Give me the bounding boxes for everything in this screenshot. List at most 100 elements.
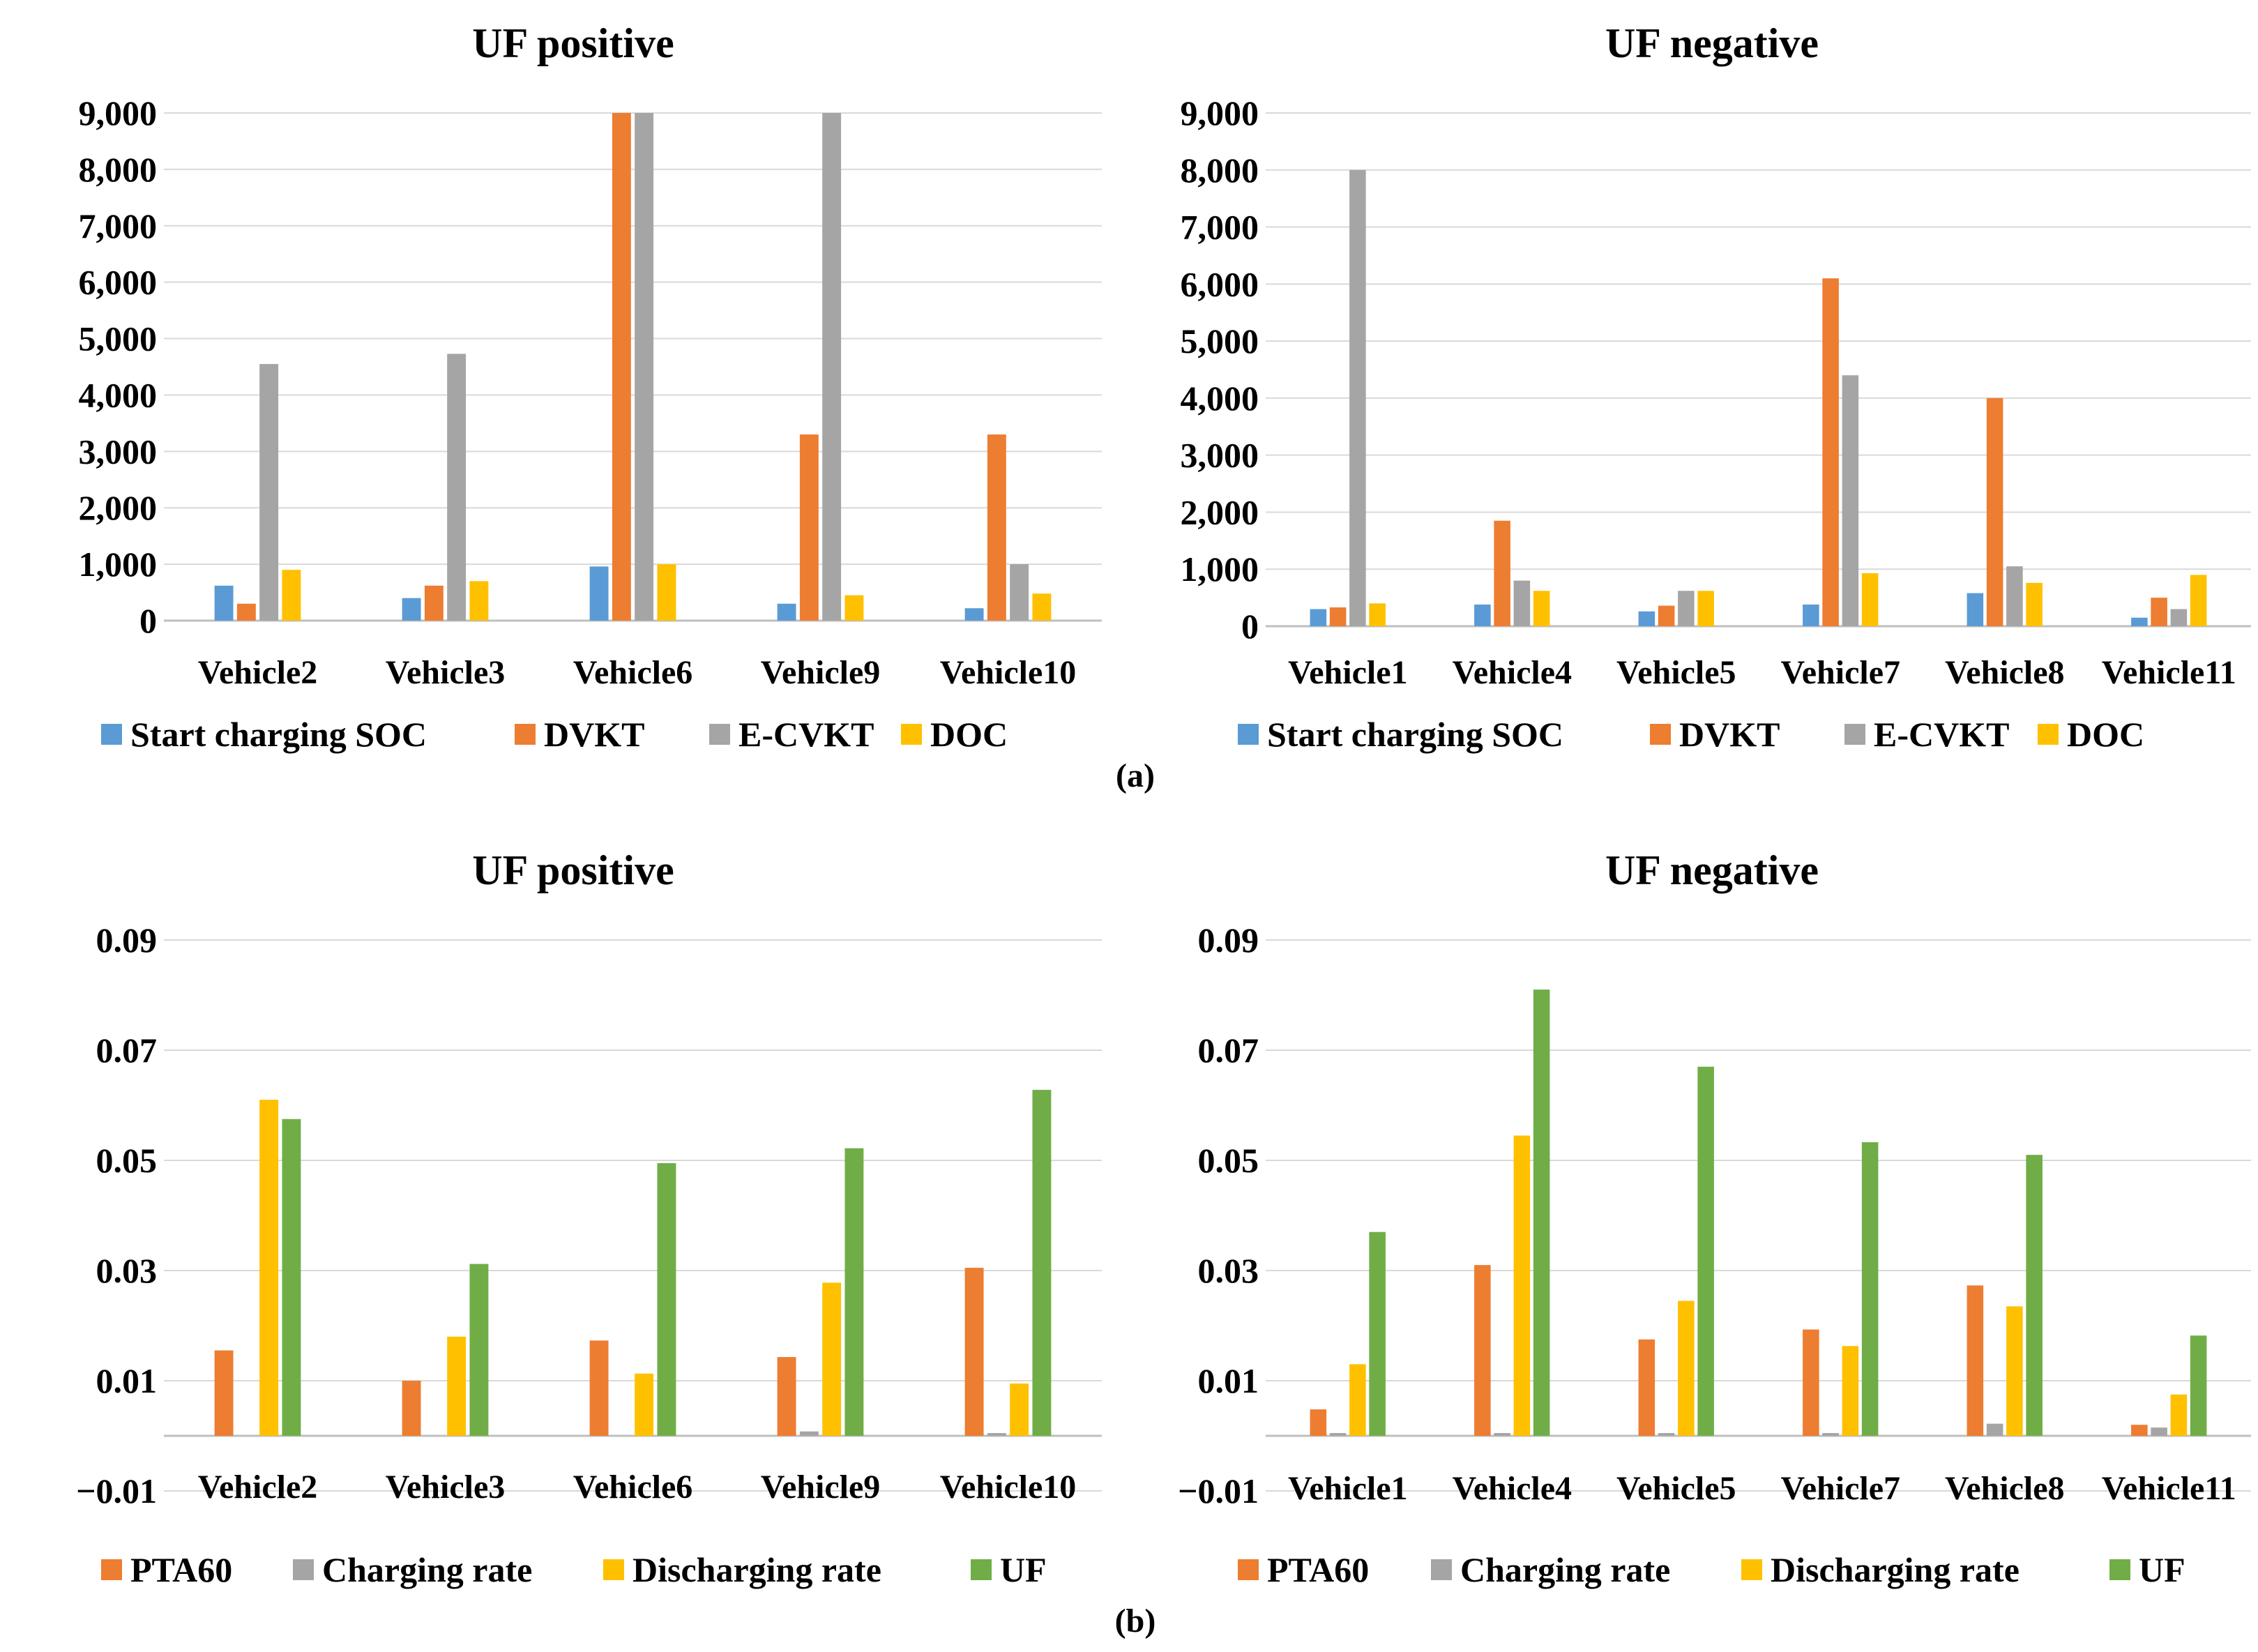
category-label: Vehicle8 — [1945, 1470, 2065, 1507]
legend-label: E-CVKT — [1874, 715, 2009, 754]
category-label: Vehicle6 — [573, 1469, 693, 1506]
y-tick-label: 0.05 — [96, 1141, 158, 1180]
bar — [657, 1162, 676, 1436]
y-tick-label: 2,000 — [79, 488, 158, 527]
bar — [635, 1373, 654, 1436]
panel-label-b: (b) — [1115, 1602, 1156, 1639]
bar — [469, 581, 489, 621]
panel-label-a: (a) — [1116, 757, 1155, 794]
bar — [1842, 375, 1859, 626]
bar — [589, 566, 609, 621]
y-tick-label: 0.07 — [96, 1031, 158, 1070]
legend-label: DOC — [2067, 715, 2144, 754]
legend-label: Charging rate — [322, 1550, 532, 1589]
bar — [282, 1119, 301, 1436]
category-label: Vehicle7 — [1780, 654, 1900, 691]
bar — [612, 113, 631, 621]
bar — [1369, 603, 1386, 626]
y-tick-label: 3,000 — [79, 432, 158, 471]
bar — [1513, 580, 1531, 626]
bar — [1678, 1301, 1695, 1436]
category-label: Vehicle1 — [1288, 654, 1408, 691]
bar — [1533, 591, 1550, 626]
bar — [1658, 605, 1675, 626]
bar — [799, 1431, 819, 1436]
legend-label: DVKT — [1679, 715, 1780, 754]
legend-swatch — [293, 1559, 314, 1580]
bar — [1032, 593, 1052, 621]
bar — [964, 608, 984, 621]
bar — [1822, 278, 1839, 626]
y-tick-label: 0.03 — [96, 1251, 158, 1290]
bar — [1697, 591, 1714, 626]
bar — [822, 113, 842, 621]
bar — [1010, 564, 1029, 621]
category-label: Vehicle2 — [198, 1469, 318, 1506]
y-tick-label: 9,000 — [79, 93, 158, 132]
y-tick-label: 8,000 — [79, 150, 158, 189]
bar — [1803, 604, 1819, 626]
bar — [1803, 1329, 1819, 1436]
legend-swatch — [101, 1559, 122, 1580]
y-tick-label: 5,000 — [1181, 321, 1259, 361]
bar — [236, 603, 256, 621]
bar — [1310, 609, 1327, 626]
bar — [1369, 1232, 1386, 1436]
y-tick-label: 0.09 — [96, 920, 158, 960]
chart-b-positive: UF positive −0.01 0.01 0.03 0.05 0.07 0.09 Vehi… — [76, 847, 1102, 1589]
y-tick-label: −0.01 — [1178, 1471, 1259, 1510]
bar — [1697, 1066, 1714, 1436]
bar — [2131, 617, 2148, 626]
chart-title: UF negative — [1605, 847, 1819, 893]
charts-layer: UF positive 0 1,000 2,000 3,000 4,000 5,000 6,0… — [76, 20, 2251, 1589]
legend-swatch — [1431, 1559, 1452, 1580]
legend-label: Discharging rate — [632, 1550, 881, 1589]
chart-title: UF negative — [1605, 20, 1819, 66]
legend-label: UF — [2139, 1550, 2185, 1589]
y-tick-label: 0.01 — [1198, 1361, 1259, 1400]
bar — [2026, 1155, 2043, 1436]
bar — [2006, 1306, 2023, 1436]
bar — [1513, 1135, 1531, 1436]
category-label: Vehicle8 — [1945, 654, 2065, 691]
legend-label: E-CVKT — [738, 715, 874, 754]
category-label: Vehicle3 — [386, 654, 506, 691]
y-tick-label: 8,000 — [1181, 151, 1259, 190]
chart-title: UF positive — [472, 20, 674, 66]
bar — [2190, 575, 2207, 626]
y-tick-label: 1,000 — [1181, 550, 1259, 589]
legend-label: UF — [1000, 1550, 1047, 1589]
bar — [259, 363, 279, 621]
y-tick-label: 4,000 — [79, 375, 158, 414]
bar — [777, 1357, 796, 1436]
bar — [1010, 1383, 1029, 1436]
chart-a-positive: UF positive 0 1,000 2,000 3,000 4,000 5,000 6,0… — [79, 20, 1102, 754]
category-label: Vehicle1 — [1288, 1470, 1408, 1507]
bar — [447, 354, 467, 621]
legend-swatch — [1844, 724, 1865, 745]
bar — [1967, 1285, 1984, 1436]
y-tick-label: 1,000 — [79, 545, 158, 584]
legend-swatch — [2038, 724, 2059, 745]
bar — [1986, 397, 2003, 626]
y-tick-label: 0.05 — [1198, 1141, 1259, 1180]
bar — [259, 1100, 279, 1436]
bar — [1658, 1433, 1675, 1436]
legend-swatch — [901, 724, 922, 745]
bar — [1474, 1265, 1491, 1436]
legend-swatch — [1238, 724, 1259, 745]
y-tick-label: −0.01 — [76, 1471, 157, 1510]
legend-label: DVKT — [544, 715, 644, 754]
y-tick-label: 7,000 — [79, 206, 158, 245]
bar — [402, 1381, 421, 1436]
bar — [424, 585, 444, 621]
bar — [1494, 520, 1510, 626]
bar — [822, 1282, 842, 1436]
legend-swatch — [515, 724, 536, 745]
bar — [1967, 593, 1984, 626]
category-label: Vehicle5 — [1616, 1470, 1736, 1507]
category-label: Vehicle9 — [761, 1469, 881, 1506]
chart-a-negative: UF negative 0 1,000 2,000 3,000 4,000 5,000 6,0… — [1181, 20, 2251, 754]
legend-swatch — [1741, 1559, 1762, 1580]
